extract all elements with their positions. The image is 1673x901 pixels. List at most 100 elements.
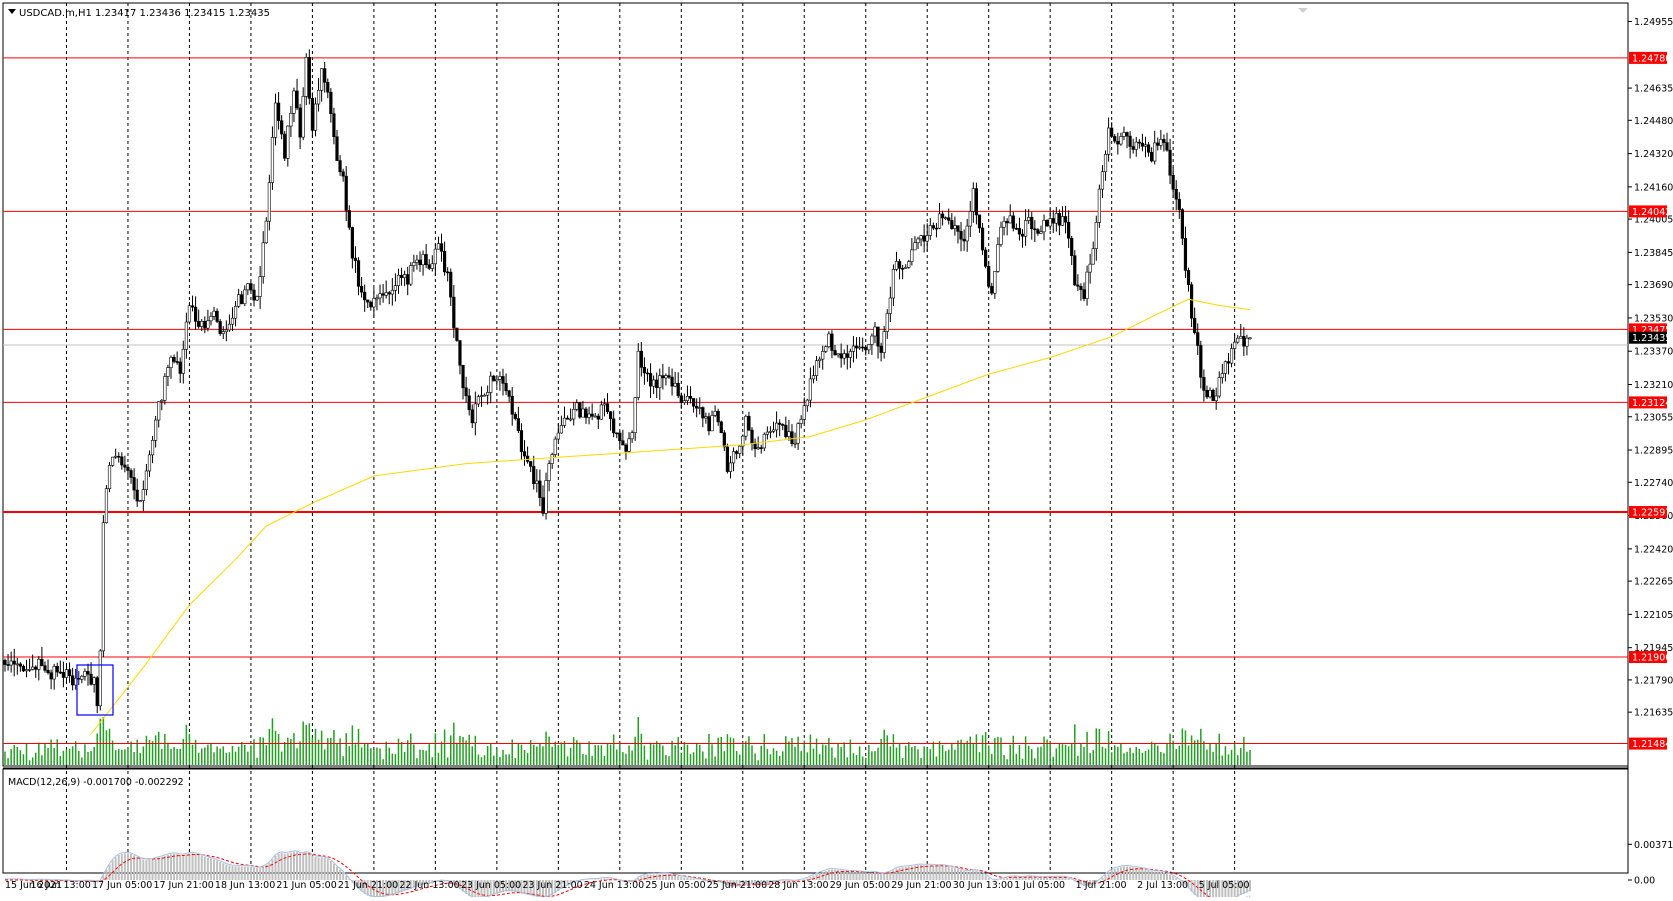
candle-body [350, 227, 354, 259]
candle-body [430, 263, 434, 269]
candle-body [206, 320, 210, 329]
candle-body [218, 321, 222, 334]
menu-triangle-icon[interactable] [8, 9, 16, 14]
x-tick-label: 30 Jun 13:00 [953, 880, 1013, 891]
candle-body [458, 340, 462, 366]
candle-body [1245, 337, 1249, 347]
candle-body [246, 283, 250, 291]
candle-body [984, 249, 988, 267]
macd-tick-label: 0.003714 [1634, 840, 1673, 851]
candle-body [486, 392, 490, 396]
candle-body [326, 81, 330, 93]
candle-body [341, 171, 345, 177]
candle-body [882, 331, 886, 353]
candle-body [197, 321, 201, 327]
candle-body [919, 235, 923, 240]
candle-body [1091, 248, 1095, 265]
y-tick-label: 1.23055 [1634, 412, 1673, 423]
candle-body [876, 326, 880, 347]
x-tick-label: 21 Jun 05:00 [276, 880, 336, 891]
candle-body [1171, 174, 1175, 190]
candle-body [1239, 336, 1243, 339]
candle-body [578, 402, 582, 418]
candle-body [80, 675, 84, 680]
candle-body [519, 430, 524, 452]
candle-body [953, 225, 957, 229]
candle-body [1113, 136, 1117, 142]
y-tick-label: 1.21635 [1634, 708, 1673, 719]
candle-body [147, 454, 152, 472]
y-tick-label: 1.24160 [1634, 182, 1673, 193]
candle-body [1211, 389, 1215, 401]
candle-body [719, 421, 723, 434]
ohlc-values: 1.23417 1.23436 1.23415 1.23435 [95, 8, 270, 19]
candle-body [138, 500, 142, 502]
candle-body [230, 317, 235, 325]
candle-body [907, 261, 911, 268]
candle-body [52, 666, 56, 680]
candle-body [667, 375, 671, 378]
candle-body [292, 90, 296, 114]
candle-body [495, 379, 499, 382]
vertical-grid [65, 3, 1236, 873]
candle-body [64, 669, 69, 678]
candle-body [839, 353, 843, 359]
candle-body [396, 274, 401, 286]
candle-body [178, 361, 182, 374]
candle-body [1042, 219, 1046, 233]
horizontal-levels[interactable] [3, 57, 1628, 745]
candle-body [1017, 228, 1022, 235]
candle-body [172, 356, 176, 362]
candle-body [6, 664, 10, 666]
candle-body [873, 326, 877, 337]
candle-body [347, 210, 351, 228]
candle-body [888, 297, 892, 314]
candle-body [821, 351, 825, 360]
candle-body [187, 305, 192, 323]
candle-body [160, 399, 164, 402]
candle-body [771, 429, 776, 432]
candle-body [452, 296, 456, 329]
candle-body [446, 271, 450, 274]
candle-body [1088, 263, 1092, 273]
candle-body [384, 292, 388, 296]
candle-body [624, 444, 628, 452]
candle-body [636, 350, 640, 398]
candle-body [1014, 227, 1018, 230]
candle-body [922, 235, 926, 242]
candle-body [1033, 228, 1037, 231]
candle-body [836, 353, 840, 356]
candle-body [833, 350, 837, 356]
candle-body [89, 673, 93, 685]
selection-box[interactable] [76, 664, 114, 716]
candle-body [412, 262, 416, 266]
candle-body [1208, 389, 1212, 398]
candle-body [522, 451, 527, 457]
x-tick-label: 22 Jun 13:00 [399, 880, 459, 891]
candle-body [925, 235, 929, 242]
candle-body [1030, 217, 1034, 230]
main-pane-frame [2, 2, 1629, 767]
candle-body [645, 372, 650, 375]
candle-body [135, 489, 139, 502]
candle-body [267, 182, 271, 222]
candle-body [931, 225, 935, 229]
macd-axis: 0.0037140.00-0.003038 [1628, 840, 1673, 887]
candle-body [473, 403, 477, 424]
candle-body [393, 285, 398, 291]
scroll-indicator-icon[interactable] [1298, 8, 1308, 13]
candle-body [525, 455, 530, 462]
candle-body [590, 413, 594, 417]
candle-body [891, 269, 896, 299]
candle-body [940, 213, 945, 219]
candle-body [295, 90, 299, 109]
candle-body [1002, 221, 1006, 228]
x-tick-label: 2 Jul 13:00 [1137, 880, 1188, 891]
candle-body [150, 439, 155, 456]
candle-body [627, 438, 631, 452]
price-axis: 1.24955 1.24635 1.24480 1.24320 1.24160 1.240… [1628, 17, 1673, 719]
candle-body [605, 403, 610, 412]
candle-body [682, 400, 686, 403]
